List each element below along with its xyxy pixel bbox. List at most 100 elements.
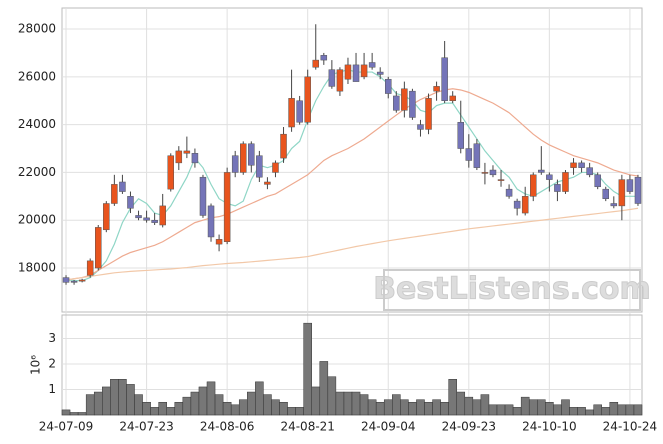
volume-bar	[118, 379, 127, 416]
candle-body	[513, 200, 521, 209]
volume-bar	[392, 394, 401, 416]
volume-bar	[85, 394, 95, 416]
moving-average-line	[65, 88, 639, 281]
volume-bar	[126, 384, 135, 416]
volume-bar	[488, 404, 498, 416]
candle-body	[530, 174, 537, 197]
x-tick-label: 24-10-24	[603, 420, 657, 434]
volume-bar	[480, 394, 490, 416]
candle-body	[401, 88, 408, 111]
candle-body	[119, 181, 126, 192]
candle-body	[272, 162, 279, 173]
watermark: BestListens.com	[373, 272, 651, 307]
volume-bar	[593, 404, 602, 416]
candle-body	[151, 219, 158, 223]
volume-bar	[545, 401, 554, 416]
volume-bar	[238, 399, 248, 416]
volume-bar	[633, 404, 643, 416]
volume-bar	[585, 409, 594, 416]
volume-bar	[287, 407, 296, 416]
volume-bar	[327, 376, 337, 416]
candle-body	[433, 86, 440, 92]
candle-body	[481, 172, 489, 174]
volume-bar	[432, 399, 441, 416]
candle-body	[352, 64, 360, 82]
volume-bar	[174, 401, 184, 416]
x-tick-label: 24-08-21	[280, 420, 334, 434]
y-tick-label: 18000	[18, 261, 56, 275]
candle-body	[562, 172, 569, 192]
volume-bar	[359, 394, 369, 416]
candle-body	[256, 155, 263, 178]
volume-bar	[367, 399, 377, 416]
candle-body	[465, 148, 473, 161]
candle-body	[240, 143, 247, 173]
candle-body	[425, 98, 432, 130]
volume-bar	[448, 379, 457, 416]
volume-bar	[496, 404, 506, 416]
watermark-box	[383, 269, 641, 311]
candle-body	[449, 95, 456, 101]
volume-bar	[214, 394, 224, 416]
candle-body	[546, 174, 553, 180]
volume-bar	[206, 381, 216, 416]
candle-body	[86, 260, 94, 276]
candle-body	[393, 95, 400, 111]
volume-bar	[400, 399, 409, 416]
x-tick-label: 24-08-06	[200, 420, 254, 434]
candle-body	[344, 64, 352, 80]
volume-bar	[150, 407, 159, 416]
candle-body	[368, 62, 376, 68]
candle-body	[578, 162, 585, 168]
volume-bar	[504, 404, 514, 416]
volume-bar	[279, 401, 288, 416]
volume-bar	[408, 401, 417, 416]
candle-body	[594, 174, 601, 188]
candle-body	[385, 78, 392, 94]
volume-bar	[609, 401, 619, 416]
volume-bar	[553, 404, 562, 416]
volume-bar	[255, 381, 264, 416]
volume-bar	[271, 399, 280, 416]
candle-body	[602, 188, 609, 199]
volume-bar	[343, 391, 353, 416]
volume-bar	[110, 379, 119, 416]
volume-bar	[464, 396, 474, 416]
moving-average-line	[65, 207, 639, 281]
volume-bar	[166, 407, 176, 416]
volume-bar	[134, 394, 143, 416]
candle-body	[538, 169, 545, 173]
volume-bar	[319, 361, 329, 416]
candle-body	[288, 98, 295, 128]
x-tick-label: 24-07-23	[119, 420, 173, 434]
candle-body	[554, 184, 561, 192]
candle-body	[376, 71, 384, 75]
volume-bar	[424, 401, 433, 416]
candle-body	[328, 69, 336, 87]
x-tick-label: 24-10-10	[522, 420, 576, 434]
volume-bar	[416, 399, 425, 416]
volume-bar	[456, 391, 466, 416]
y-axis-label: 10⁶	[29, 355, 43, 375]
candle-body	[296, 100, 303, 123]
y-tick-label: 28000	[18, 22, 56, 36]
volume-bar	[375, 401, 385, 416]
volume-bar	[93, 391, 103, 416]
volume-bar	[190, 391, 200, 416]
candle-body	[248, 143, 255, 166]
candle-body	[143, 217, 150, 221]
volume-bar	[222, 401, 232, 416]
candle-body	[618, 179, 626, 207]
volume-bar	[303, 322, 312, 416]
candle-body	[207, 205, 215, 238]
volume-bar	[61, 409, 71, 416]
volume-bar	[230, 404, 240, 416]
candle-body	[505, 188, 513, 197]
volume-bar	[561, 399, 570, 416]
candle-body	[457, 121, 464, 149]
x-tick-label: 24-09-04	[361, 420, 415, 434]
volume-bar	[601, 407, 611, 416]
y-tick-label: 2	[48, 356, 56, 370]
candle-body	[360, 64, 368, 78]
volume-bar	[472, 399, 482, 416]
